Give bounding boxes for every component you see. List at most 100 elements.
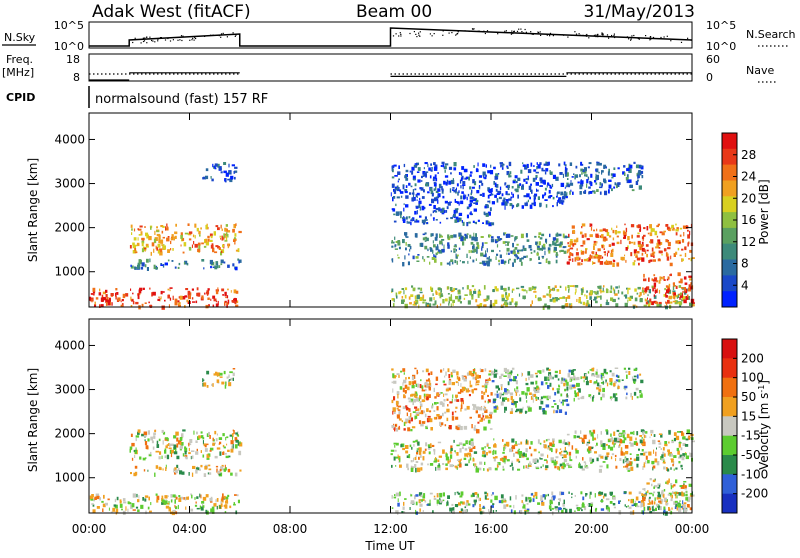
heatmap-cell xyxy=(505,292,508,296)
heatmap-cell xyxy=(639,394,643,398)
heatmap-cell xyxy=(162,225,165,228)
heatmap-cell xyxy=(643,502,645,507)
heatmap-cell xyxy=(667,276,670,280)
heatmap-cell xyxy=(463,297,466,300)
heatmap-cell xyxy=(617,167,620,170)
heatmap-cell xyxy=(422,256,424,260)
heatmap-cell xyxy=(665,239,668,243)
heatmap-cell xyxy=(687,234,690,239)
heatmap-cell xyxy=(447,244,450,249)
heatmap-cell xyxy=(201,501,205,504)
heatmap-cell xyxy=(407,397,411,400)
heatmap-cell xyxy=(517,252,520,255)
heatmap-cell xyxy=(228,379,231,381)
heatmap-cell xyxy=(402,368,406,372)
heatmap-cell xyxy=(419,206,421,211)
heatmap-cell xyxy=(455,249,457,252)
heatmap-cell xyxy=(630,457,632,460)
heatmap-cell xyxy=(680,279,683,284)
heatmap-cell xyxy=(649,259,653,262)
heatmap-cell xyxy=(513,258,516,263)
heatmap-cell xyxy=(411,381,414,385)
heatmap-cell xyxy=(232,228,235,233)
heatmap-cell xyxy=(624,223,626,226)
heatmap-cell xyxy=(646,482,650,485)
heatmap-cell xyxy=(528,499,532,503)
heatmap-cell xyxy=(595,251,597,255)
nsearch-point xyxy=(392,35,395,37)
heatmap-cell xyxy=(391,298,395,301)
heatmap-cell xyxy=(599,261,604,265)
heatmap-cell xyxy=(558,501,560,506)
heatmap-cell xyxy=(140,231,143,236)
heatmap-cell xyxy=(406,216,408,220)
heatmap-cell xyxy=(679,431,683,433)
heatmap-cell xyxy=(144,302,147,304)
heatmap-cell xyxy=(422,222,425,225)
heatmap-cell xyxy=(641,289,644,293)
heatmap-cell xyxy=(96,506,100,509)
heatmap-cell xyxy=(429,261,431,265)
heatmap-cell xyxy=(615,286,619,289)
heatmap-cell xyxy=(467,454,469,458)
heatmap-cell xyxy=(634,253,636,256)
heatmap-cell xyxy=(190,493,192,496)
heatmap-cell xyxy=(667,285,669,288)
nsearch-point xyxy=(442,34,444,36)
heatmap-cell xyxy=(474,288,476,291)
heatmap-cell xyxy=(622,452,626,456)
heatmap-cell xyxy=(487,378,491,381)
heatmap-cell xyxy=(391,167,394,172)
heatmap-cell xyxy=(537,439,540,444)
heatmap-cell xyxy=(156,226,158,229)
heatmap-cell xyxy=(552,196,555,200)
heatmap-cell xyxy=(546,293,549,296)
heatmap-cell xyxy=(164,500,168,505)
heatmap-cell xyxy=(507,372,509,375)
nsearch-point xyxy=(570,34,573,36)
heatmap-cell xyxy=(662,493,665,498)
heatmap-cell xyxy=(170,453,173,458)
heatmap-cell xyxy=(155,267,158,270)
heatmap-cell xyxy=(216,379,220,383)
heatmap-cell xyxy=(532,177,536,182)
heatmap-cell xyxy=(572,243,575,247)
heatmap-cell xyxy=(166,444,170,446)
heatmap-cell xyxy=(618,285,620,289)
heatmap-cell xyxy=(214,265,218,270)
heatmap-cell xyxy=(661,454,664,458)
heatmap-cell xyxy=(145,232,149,237)
heatmap-cell xyxy=(685,491,687,493)
heatmap-cell xyxy=(608,507,610,512)
heatmap-cell xyxy=(496,236,500,238)
heatmap-cell xyxy=(519,408,523,413)
heatmap-cell xyxy=(442,299,445,304)
heatmap-cell xyxy=(418,304,420,309)
heatmap-cell xyxy=(443,383,447,386)
heatmap-cell xyxy=(573,173,575,175)
heatmap-cell xyxy=(177,504,179,510)
heatmap-cell xyxy=(131,442,135,447)
heatmap-cell xyxy=(171,260,174,262)
heatmap-cell xyxy=(133,472,137,477)
heatmap-cell xyxy=(538,247,543,251)
heatmap-cell xyxy=(138,228,142,231)
heatmap-cell xyxy=(470,250,473,253)
heatmap-cell xyxy=(494,393,497,396)
heatmap-cell xyxy=(419,291,423,294)
heatmap-cell xyxy=(188,295,191,300)
heatmap-cell xyxy=(441,500,443,503)
heatmap-cell xyxy=(205,443,209,446)
heatmap-cell xyxy=(659,276,662,281)
heatmap-cell xyxy=(418,492,423,496)
heatmap-cell xyxy=(454,399,457,402)
heatmap-cell xyxy=(232,429,234,432)
heatmap-cell xyxy=(421,385,424,389)
heatmap-cell xyxy=(574,377,578,381)
heatmap-cell xyxy=(476,380,480,383)
heatmap-cell xyxy=(220,466,224,469)
heatmap-cell xyxy=(224,227,227,232)
heatmap-cell xyxy=(645,299,648,302)
heatmap-cell xyxy=(609,290,613,293)
heatmap-cell xyxy=(441,422,444,426)
